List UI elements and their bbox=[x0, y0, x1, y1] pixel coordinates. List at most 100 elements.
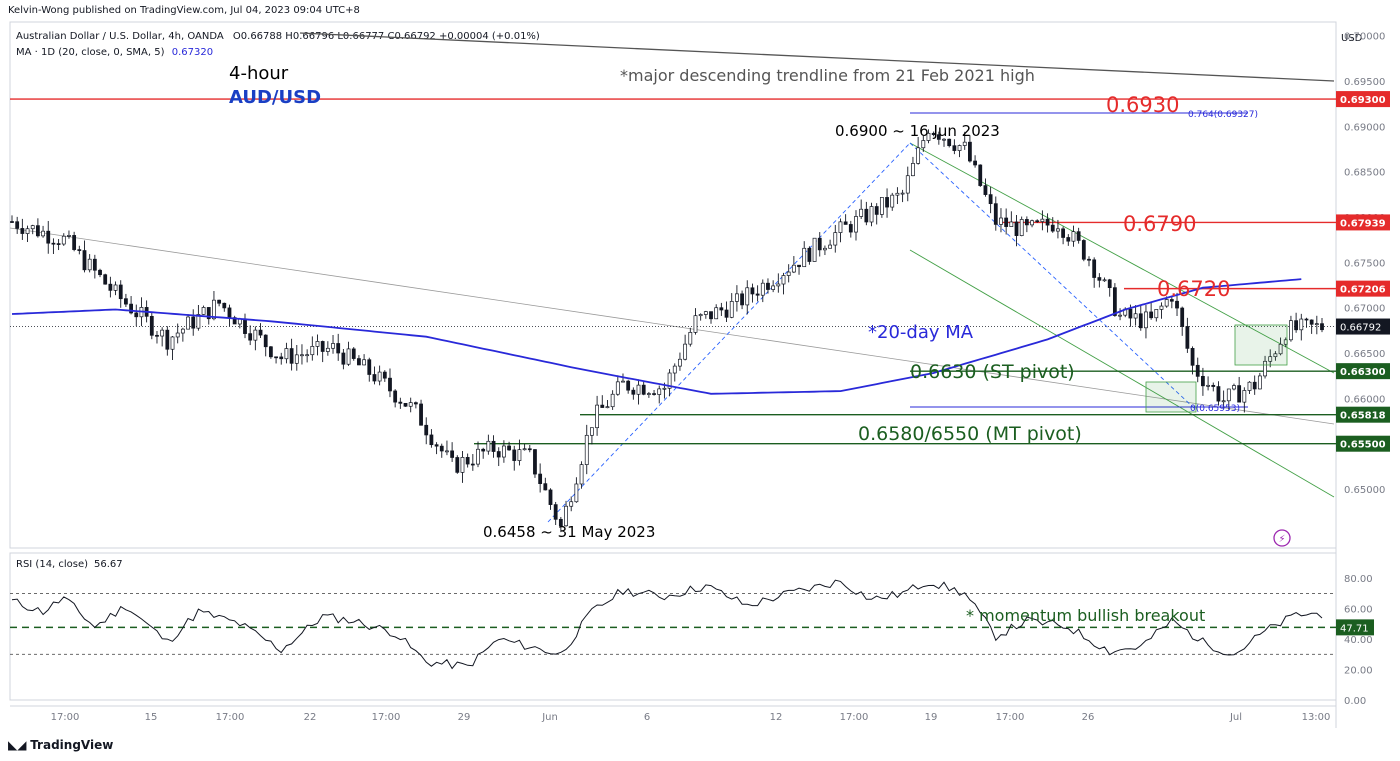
level-tag-bg bbox=[1336, 280, 1390, 297]
candle-body bbox=[1226, 388, 1231, 402]
price-tick-label: 0.67000 bbox=[1344, 304, 1385, 315]
publisher-line: Kelvin-Wong published on TradingView.com… bbox=[8, 5, 360, 16]
candle-body bbox=[388, 377, 392, 392]
ma-label[interactable]: MA · 1D (20, close, 0, SMA, 5) bbox=[16, 47, 165, 58]
candle-body bbox=[548, 489, 553, 505]
time-tick-label: 17:00 bbox=[996, 712, 1025, 723]
candle-body bbox=[1216, 386, 1221, 402]
candle-body bbox=[703, 311, 708, 315]
candle-body bbox=[750, 287, 755, 295]
candle-body bbox=[1014, 221, 1019, 236]
major-trendline bbox=[299, 32, 1335, 82]
candle-body bbox=[683, 343, 688, 360]
level-tag-bg bbox=[1336, 214, 1390, 231]
candle-body bbox=[113, 284, 118, 291]
candle-body bbox=[1019, 219, 1024, 236]
candle-body bbox=[543, 483, 548, 491]
candle-body bbox=[1257, 375, 1262, 390]
ma-value: 0.67320 bbox=[171, 47, 214, 58]
rsi-tick-label: 40.00 bbox=[1344, 635, 1373, 646]
candle-body bbox=[533, 449, 537, 475]
candle-body bbox=[615, 381, 620, 395]
candle-body bbox=[569, 501, 574, 507]
candle-body bbox=[1268, 356, 1273, 362]
level-tag-text: 0.69300 bbox=[1340, 95, 1386, 106]
candle-body bbox=[600, 404, 605, 408]
time-tick-label: 17:00 bbox=[372, 712, 401, 723]
candle-body bbox=[98, 269, 102, 276]
fib-top-label: 0.764(0.69327) bbox=[1188, 110, 1258, 120]
candle-body bbox=[206, 307, 211, 320]
rsi-tick-label: 0.00 bbox=[1344, 696, 1366, 707]
candle-body bbox=[771, 285, 776, 290]
footer-brand[interactable]: ◣◢ TradingView bbox=[8, 738, 113, 752]
candle-body bbox=[180, 328, 185, 334]
price-tick-label: 0.69000 bbox=[1344, 122, 1385, 133]
candle-body bbox=[610, 393, 615, 408]
candle-body bbox=[766, 282, 770, 290]
level-tag-text: 0.65500 bbox=[1340, 440, 1386, 451]
candle-body bbox=[978, 164, 983, 186]
candle-body bbox=[1004, 217, 1009, 227]
candle-body bbox=[1206, 384, 1210, 387]
candle-body bbox=[564, 505, 568, 527]
candle-body bbox=[300, 354, 304, 357]
candle-body bbox=[522, 448, 527, 451]
candle-body bbox=[232, 317, 237, 325]
candle-body bbox=[947, 138, 952, 147]
time-tick-label: 17:00 bbox=[51, 712, 80, 723]
candle-body bbox=[372, 374, 377, 382]
candle-body bbox=[1273, 353, 1278, 358]
candle-body bbox=[885, 197, 889, 208]
candle-body bbox=[1304, 318, 1309, 321]
candle-body bbox=[450, 450, 455, 458]
instrument-name[interactable]: Australian Dollar / U.S. Dollar, 4h, OAN… bbox=[16, 31, 224, 42]
candle-body bbox=[942, 138, 946, 141]
time-tick-label: 17:00 bbox=[216, 712, 245, 723]
trendline-annotation: *major descending trendline from 21 Feb … bbox=[620, 66, 1035, 85]
candle-body bbox=[51, 242, 56, 245]
ma-line bbox=[11, 278, 1302, 395]
currency-text: USD bbox=[1341, 33, 1363, 44]
candle-body bbox=[165, 329, 170, 350]
price-tick-label: 0.69500 bbox=[1344, 77, 1385, 88]
level-annotation: 0.6580/6550 (MT pivot) bbox=[858, 423, 1082, 445]
fib-bottom-label: 0(0.65953) bbox=[1190, 404, 1240, 414]
candle-body bbox=[470, 463, 475, 466]
candle-body bbox=[1299, 318, 1304, 331]
candle-body bbox=[305, 354, 310, 357]
rsi-annotation: * momentum bullish breakout bbox=[966, 606, 1205, 625]
candle-body bbox=[652, 393, 656, 395]
candle-body bbox=[1009, 221, 1014, 227]
candle-body bbox=[869, 206, 874, 223]
level-tag-text: 0.67206 bbox=[1340, 285, 1386, 296]
channel-lower-line bbox=[909, 249, 1335, 498]
candle-body bbox=[1159, 305, 1164, 310]
candle-body bbox=[968, 141, 972, 162]
rsi-tick-label: 60.00 bbox=[1344, 605, 1373, 616]
candle-body bbox=[1087, 258, 1091, 261]
candle-body bbox=[160, 329, 165, 337]
candle-body bbox=[434, 444, 439, 447]
candle-body bbox=[20, 228, 25, 234]
candle-body bbox=[921, 140, 926, 149]
candle-body bbox=[988, 194, 993, 205]
candle-body bbox=[1138, 313, 1143, 329]
candle-body bbox=[491, 440, 496, 452]
candle-body bbox=[512, 449, 517, 461]
candle-body bbox=[1242, 390, 1247, 403]
candle-body bbox=[791, 264, 796, 273]
candle-body bbox=[1232, 385, 1236, 390]
level-annotation: 0.6720 bbox=[1157, 277, 1230, 301]
candle-body bbox=[662, 387, 667, 390]
candle-body bbox=[1278, 343, 1283, 355]
price-tick-label: 0.68500 bbox=[1344, 168, 1385, 179]
candle-body bbox=[196, 314, 201, 329]
candle-body bbox=[77, 249, 82, 251]
candle-body bbox=[1061, 228, 1066, 238]
low-annotation: 0.6458 ~ 31 May 2023 bbox=[483, 523, 655, 541]
chart-title: 4-hour bbox=[229, 63, 289, 84]
fib-dashed-up bbox=[547, 142, 911, 523]
ma-annotation: *20-day MA bbox=[868, 322, 974, 343]
